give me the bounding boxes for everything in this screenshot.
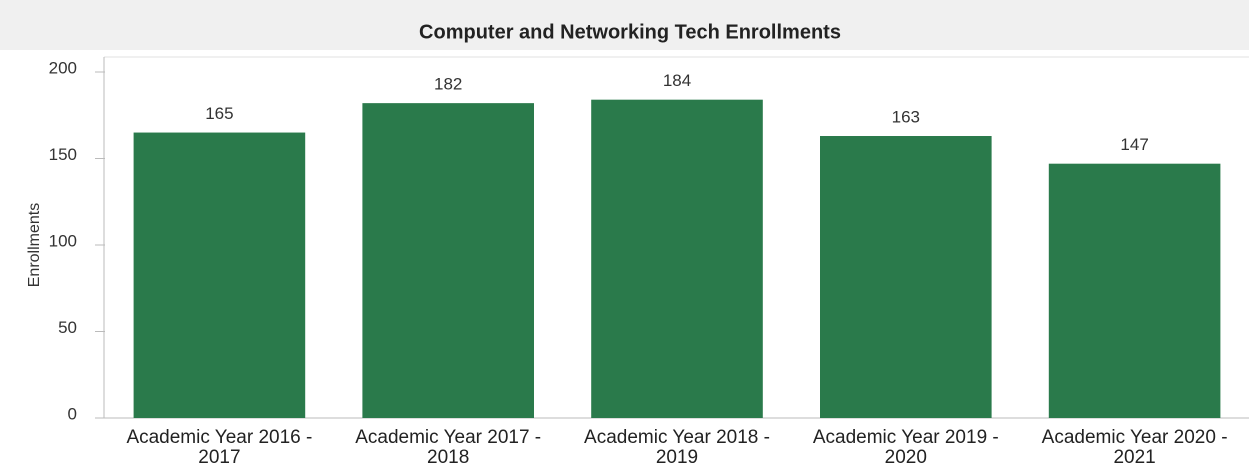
data-label: 165 xyxy=(205,104,233,123)
y-tick-label: 100 xyxy=(49,231,77,250)
y-axis-label: Enrollments xyxy=(26,203,43,287)
x-tick-label: Academic Year 2016 - 2017 xyxy=(126,427,313,468)
x-tick-label: Academic Year 2017 - 2018 xyxy=(355,427,542,468)
x-tick-label: Academic Year 2018 - 2019 xyxy=(584,427,770,468)
data-label: 163 xyxy=(892,107,920,126)
y-tick-label: 200 xyxy=(49,58,77,77)
x-tick-label: Academic Year 2020 - 2021 xyxy=(1041,427,1228,468)
data-label: 147 xyxy=(1120,135,1148,154)
y-tick-label: 150 xyxy=(49,145,77,164)
bar xyxy=(820,136,992,418)
x-tick-label: Academic Year 2019 - 2020 xyxy=(812,427,999,468)
bar xyxy=(362,103,534,418)
y-tick-label: 50 xyxy=(58,318,77,337)
data-label: 182 xyxy=(434,75,462,94)
bar xyxy=(133,132,306,419)
bar xyxy=(1048,163,1221,418)
data-label: 184 xyxy=(663,71,691,90)
bar xyxy=(591,99,763,419)
title-bar xyxy=(0,0,1249,50)
chart-title: Computer and Networking Tech Enrollments xyxy=(419,21,841,43)
y-tick-label: 0 xyxy=(68,404,77,423)
